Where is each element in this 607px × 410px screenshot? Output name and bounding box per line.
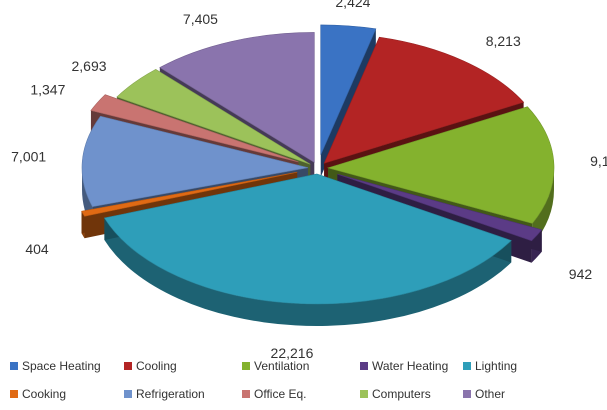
legend-swatch-space-heating — [10, 362, 18, 370]
data-label-computers: 2,693 — [72, 58, 107, 74]
pie-slice-lighting — [103, 173, 512, 326]
legend-label-cooking: Cooking — [22, 387, 66, 401]
pie-slice-side-lighting — [104, 218, 512, 326]
data-label-refrigeration: 7,001 — [11, 149, 46, 165]
data-labels: 2,424 8,213 9,156 942 22,216 404 7,001 1,347 2,6… — [11, 0, 607, 361]
legend-swatch-other — [463, 390, 471, 398]
legend-item-computers: Computers — [360, 387, 431, 401]
legend-item-space-heating: Space Heating — [10, 359, 101, 373]
legend-swatch-water-heating — [360, 362, 368, 370]
legend-item-refrigeration: Refrigeration — [124, 387, 205, 401]
pie-slice-top-space-heating — [320, 24, 377, 156]
data-label-other: 7,405 — [183, 11, 218, 27]
legend-item-lighting: Lighting — [463, 359, 517, 373]
data-label-cooking: 404 — [25, 241, 49, 257]
legend-label-cooling: Cooling — [136, 359, 177, 373]
data-label-space-heating: 2,424 — [335, 0, 370, 10]
legend-swatch-cooking — [10, 390, 18, 398]
pie-slice-top-other — [159, 32, 315, 163]
legend-item-cooking: Cooking — [10, 387, 66, 401]
legend-label-ventilation: Ventilation — [254, 359, 309, 373]
pie-slice-top-water-heating — [337, 173, 543, 242]
legend-item-other: Other — [463, 387, 505, 401]
pie-slice-top-cooking — [81, 171, 298, 217]
legend-label-computers: Computers — [372, 387, 431, 401]
pie-slice-top-lighting — [103, 173, 512, 305]
legend-label-other: Other — [475, 387, 505, 401]
legend-swatch-computers — [360, 390, 368, 398]
legend-swatch-office-eq — [242, 390, 250, 398]
pie-slice-top-office-eq — [90, 94, 299, 163]
legend-swatch-lighting — [463, 362, 471, 370]
legend-item-ventilation: Ventilation — [242, 359, 309, 373]
legend-label-water-heating: Water Heating — [372, 359, 448, 373]
pie-slices — [81, 24, 555, 326]
data-label-ventilation: 9,156 — [590, 153, 607, 169]
data-label-cooling: 8,213 — [486, 33, 521, 49]
pie-slice-top-computers — [116, 69, 311, 165]
legend-item-cooling: Cooling — [124, 359, 177, 373]
legend-swatch-cooling — [124, 362, 132, 370]
legend-label-lighting: Lighting — [475, 359, 517, 373]
legend: Space Heating Cooling Ventilation Water Hea… — [10, 359, 517, 401]
pie-slice-side-ventilation — [532, 167, 554, 246]
legend-swatch-ventilation — [242, 362, 250, 370]
pie-slice-top-refrigeration — [81, 115, 309, 208]
data-label-office-eq: 1,347 — [30, 82, 65, 98]
pie-slice-top-cooling — [323, 36, 525, 164]
data-label-lighting: 22,216 — [271, 345, 314, 361]
legend-label-refrigeration: Refrigeration — [136, 387, 205, 401]
data-label-water-heating: 942 — [569, 266, 593, 282]
legend-item-office-eq: Office Eq. — [242, 387, 306, 401]
legend-label-space-heating: Space Heating — [22, 359, 101, 373]
pie-slice-top-ventilation — [326, 106, 555, 224]
legend-item-water-heating: Water Heating — [360, 359, 448, 373]
legend-swatch-refrigeration — [124, 390, 132, 398]
legend-label-office-eq: Office Eq. — [254, 387, 306, 401]
